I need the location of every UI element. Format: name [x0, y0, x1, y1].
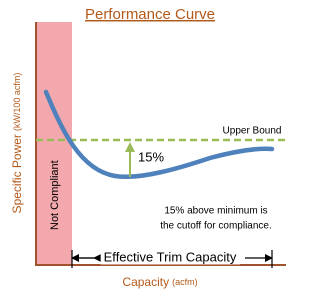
- diagram: Not Compliant Performance Curve Upper Bo…: [10, 6, 286, 289]
- y-axis-unit: (kW/100 acfm): [12, 73, 22, 132]
- y-axis-label: Specific Power (kW/100 acfm): [10, 73, 24, 214]
- x-axis-label: Capacity (acfm): [122, 275, 197, 289]
- title: Performance Curve: [85, 6, 215, 23]
- y-axis-main: Specific Power: [10, 134, 24, 213]
- margin-label: 15%: [138, 149, 164, 164]
- upper-bound-label: Upper Bound: [223, 126, 282, 137]
- range-label-bg: [100, 249, 240, 265]
- x-axis-main: Capacity: [122, 275, 169, 289]
- non-compliant-region: [36, 22, 72, 265]
- x-axis-unit: (acfm): [172, 277, 198, 287]
- note-line: 15% above minimum is: [164, 206, 267, 217]
- region-label: Not Compliant: [49, 160, 61, 230]
- note-line: the cutoff for compliance.: [160, 221, 272, 232]
- range-label: Effective Trim Capacity: [104, 249, 237, 264]
- performance-curve: [43, 89, 275, 179]
